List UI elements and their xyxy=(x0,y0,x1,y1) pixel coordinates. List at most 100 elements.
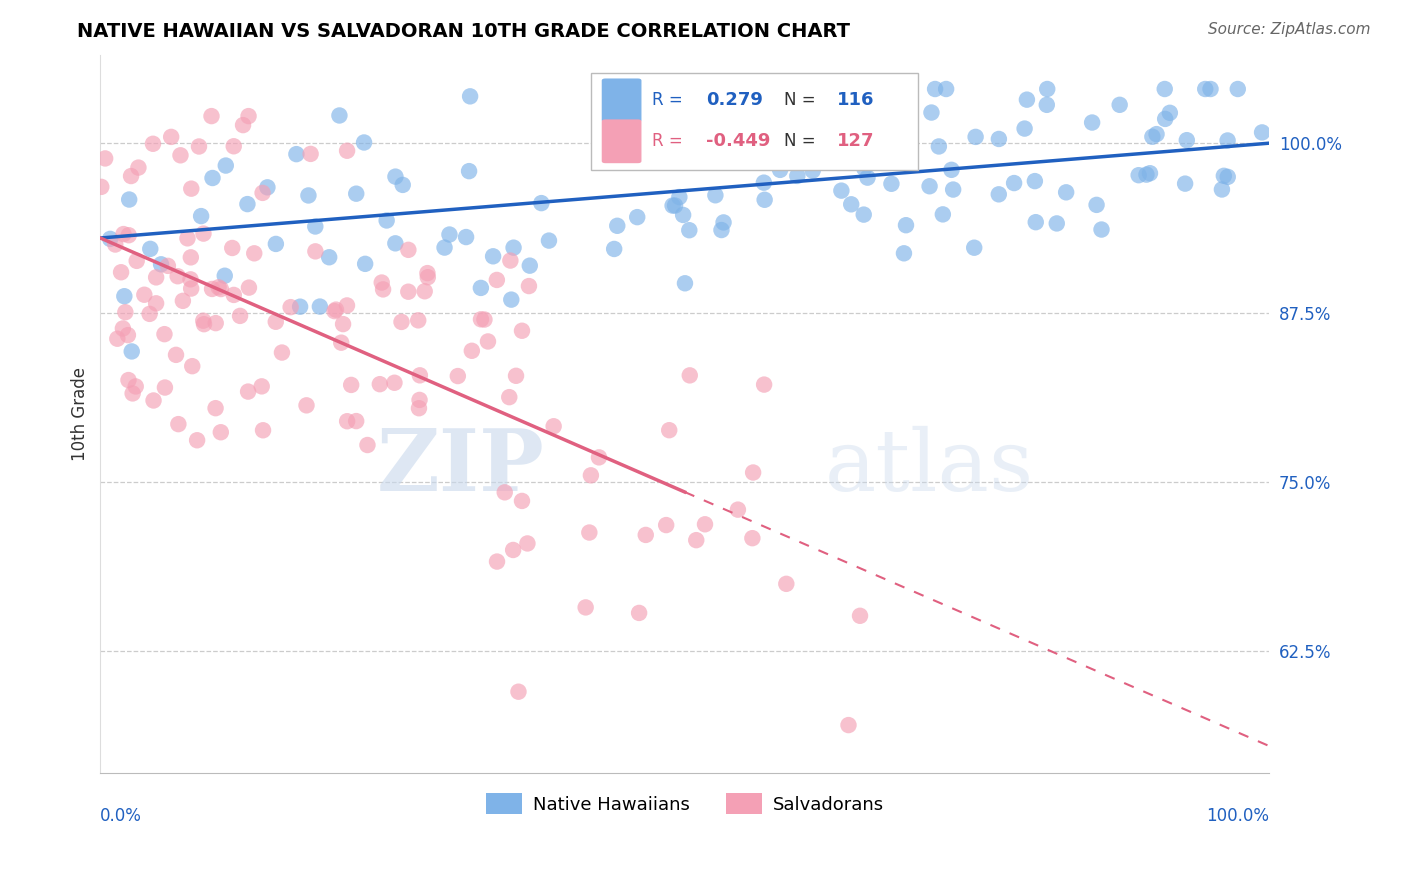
Point xyxy=(502,241,524,255)
Text: R =: R = xyxy=(652,91,688,110)
Point xyxy=(180,251,202,265)
Point xyxy=(673,277,696,291)
Text: 0.279: 0.279 xyxy=(706,91,762,110)
Text: atlas: atlas xyxy=(825,425,1033,509)
Point xyxy=(308,300,330,314)
Point xyxy=(200,109,222,123)
Point xyxy=(510,494,533,508)
Point xyxy=(165,348,187,362)
Point xyxy=(668,85,690,99)
Point xyxy=(354,257,377,271)
Point xyxy=(727,502,749,516)
Point xyxy=(1046,216,1069,230)
Point xyxy=(853,161,876,176)
Point xyxy=(769,162,792,177)
Point xyxy=(256,180,278,194)
Point xyxy=(1146,127,1168,141)
Point xyxy=(461,343,484,358)
Point xyxy=(238,280,260,294)
Point xyxy=(987,187,1010,202)
Point xyxy=(454,230,477,244)
Point xyxy=(1139,166,1161,180)
Point xyxy=(222,288,245,302)
Point xyxy=(1175,133,1198,147)
Point xyxy=(209,282,232,296)
Point xyxy=(965,129,987,144)
Point xyxy=(752,377,775,392)
Point xyxy=(439,227,461,242)
Point xyxy=(353,136,375,150)
Point xyxy=(1211,182,1233,196)
Point xyxy=(105,332,128,346)
Point xyxy=(344,186,367,201)
Point xyxy=(918,179,941,194)
Point xyxy=(485,273,508,287)
Point xyxy=(214,268,236,283)
Point xyxy=(201,282,224,296)
Point xyxy=(1015,93,1038,107)
Point xyxy=(169,148,191,162)
Point xyxy=(416,270,439,285)
Text: -0.449: -0.449 xyxy=(706,132,770,150)
Point xyxy=(1081,115,1104,129)
Point xyxy=(626,210,648,224)
Point xyxy=(679,368,702,383)
Point xyxy=(661,198,683,212)
Point xyxy=(470,281,492,295)
Point xyxy=(672,208,695,222)
Point xyxy=(628,606,651,620)
Point xyxy=(928,139,950,153)
Point xyxy=(655,518,678,533)
Point xyxy=(336,414,359,428)
Point xyxy=(409,368,432,383)
Point xyxy=(181,359,204,374)
Point xyxy=(941,162,963,177)
Point xyxy=(375,213,398,227)
Point xyxy=(125,379,148,393)
Point xyxy=(678,223,700,237)
Point xyxy=(176,231,198,245)
Point xyxy=(121,344,143,359)
Point xyxy=(295,398,318,412)
Point xyxy=(839,197,862,211)
Point xyxy=(482,249,505,263)
Point xyxy=(117,328,139,343)
Point xyxy=(356,438,378,452)
Point xyxy=(775,577,797,591)
Point xyxy=(236,384,259,399)
Text: N =: N = xyxy=(785,132,821,150)
Text: 100.0%: 100.0% xyxy=(1206,807,1270,825)
Point xyxy=(785,134,807,148)
Text: 127: 127 xyxy=(837,132,875,150)
Point xyxy=(138,307,160,321)
Point xyxy=(1159,105,1181,120)
Point xyxy=(232,118,254,132)
Point xyxy=(1002,176,1025,190)
Point xyxy=(830,184,852,198)
Point xyxy=(325,302,347,317)
Point xyxy=(519,259,541,273)
Point xyxy=(987,132,1010,146)
Point xyxy=(190,209,212,223)
Point xyxy=(145,270,167,285)
Point xyxy=(470,312,492,326)
Point xyxy=(193,314,215,328)
Point xyxy=(166,269,188,284)
Point xyxy=(458,89,481,103)
Point xyxy=(1054,186,1077,200)
Point xyxy=(1014,121,1036,136)
Point xyxy=(391,178,413,192)
Point xyxy=(1226,82,1249,96)
Point xyxy=(384,236,406,251)
Point xyxy=(252,423,274,437)
Point xyxy=(935,82,957,96)
Point xyxy=(371,282,394,296)
Point xyxy=(121,386,143,401)
Point xyxy=(406,313,429,327)
Point xyxy=(142,136,165,151)
Text: 116: 116 xyxy=(837,91,875,110)
Point xyxy=(408,401,430,416)
Point xyxy=(112,289,135,303)
Point xyxy=(150,257,173,271)
Text: N =: N = xyxy=(785,91,821,110)
